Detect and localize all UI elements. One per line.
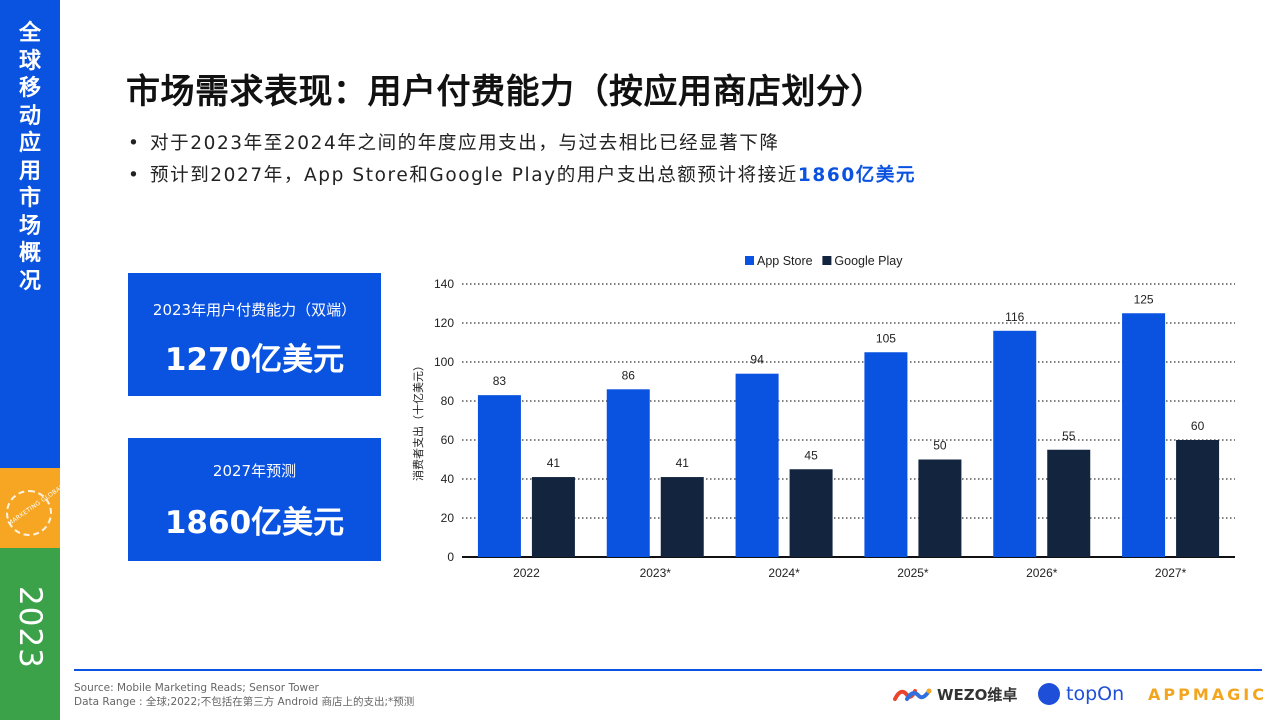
legend-swatch: [745, 256, 754, 265]
sidebar-title: 全球移动应用市场概况: [0, 20, 60, 295]
bar-app-store: [735, 373, 779, 557]
topon-logo-text: topOn: [1066, 683, 1125, 705]
bar-google-play: [789, 469, 833, 557]
bar-app-store: [993, 330, 1037, 557]
bar-app-store: [477, 395, 521, 557]
bar-google-play: [1047, 449, 1091, 557]
bullet-text: 预计到2027年，App Store和Google Play的用户支出总额预计将…: [150, 165, 798, 186]
sidebar-title-char: 球: [18, 48, 41, 74]
sidebar-title-char: 动: [18, 103, 41, 129]
source-text: Source: Mobile Marketing Reads; Sensor T…: [74, 682, 319, 694]
bar-data-label: 125: [1134, 292, 1154, 306]
x-tick-label: 2025*: [897, 566, 929, 580]
bar-data-label: 86: [622, 368, 636, 382]
bar-data-label: 60: [1191, 419, 1205, 433]
bullet-text: 对于2023年至2024年之间的年度应用支出，与过去相比已经显著下降: [150, 133, 780, 154]
page-title: 市场需求表现：用户付费能力（按应用商店划分）: [126, 72, 885, 112]
y-tick-label: 80: [441, 394, 455, 408]
wezo-logo-text: WEZO维卓: [937, 685, 1018, 704]
kpi-card-2023: 2023年用户付费能力（双端） 1270亿美元: [128, 273, 381, 396]
y-tick-label: 20: [441, 511, 455, 525]
bar-chart: 0 20 40 60 80 100 120 140 消费者支出（十亿美元） 83 41 2022 86 4…: [411, 254, 1235, 580]
data-range-text: Data Range : 全球;2022;不包括在第三方 Android 商店上…: [74, 696, 415, 708]
bullet-list: • 对于2023年至2024年之间的年度应用支出，与过去相比已经显著下降 • 预计到…: [128, 128, 916, 192]
bar-app-store: [606, 389, 650, 557]
bullet-item: • 对于2023年至2024年之间的年度应用支出，与过去相比已经显著下降: [128, 128, 916, 160]
sidebar-title-char: 全: [18, 21, 41, 46]
legend-label: App Store: [757, 254, 813, 268]
legend-label: Google Play: [834, 254, 903, 268]
sidebar-title-char: 场: [18, 213, 41, 239]
bar-google-play: [660, 477, 704, 557]
y-tick-label: 40: [441, 472, 455, 486]
bar-data-label: 41: [547, 456, 561, 470]
x-tick-label: 2024*: [768, 566, 800, 580]
kpi-card-2027: 2027年预测 1860亿美元: [128, 438, 381, 561]
y-tick-label: 100: [434, 355, 454, 369]
sidebar-title-char: 市: [18, 186, 41, 211]
bar-google-play: [531, 477, 575, 557]
x-tick-label: 2026*: [1026, 566, 1058, 580]
bar-data-label: 116: [1005, 310, 1024, 324]
bar-app-store: [864, 352, 908, 557]
bar-data-label: 55: [1062, 429, 1076, 443]
kpi-label: 2023年用户付费能力（双端）: [152, 301, 357, 319]
bar-app-store: [1122, 313, 1166, 557]
y-tick-label: 140: [434, 277, 454, 291]
y-tick-label: 0: [447, 550, 454, 564]
bar-data-label: 41: [676, 456, 690, 470]
bar-data-label: 83: [493, 374, 507, 388]
y-tick-label: 120: [434, 316, 454, 330]
footer-divider: [74, 669, 1262, 671]
bar-google-play: [918, 459, 962, 557]
sidebar-year-panel: [0, 548, 60, 720]
topon-logo: topOn: [1038, 680, 1124, 708]
x-tick-label: 2027*: [1155, 566, 1187, 580]
sidebar-title-char: 移: [18, 76, 41, 101]
bullet-dot-icon: •: [128, 165, 141, 186]
topon-mark-icon: [1038, 683, 1060, 705]
y-tick-label: 60: [441, 433, 455, 447]
appmagic-logo: APPMAGIC: [1148, 680, 1267, 708]
bar-data-label: 45: [804, 448, 818, 462]
sidebar-rail: [0, 0, 60, 468]
x-tick-label: 2022: [513, 566, 540, 580]
bar-data-label: 105: [876, 331, 896, 345]
bar-google-play: [1176, 440, 1220, 557]
x-tick-label: 2023*: [640, 566, 672, 580]
appmagic-logo-text: APPMAGIC: [1148, 684, 1267, 704]
sidebar-title-char: 用: [18, 158, 41, 184]
bar-data-label: 50: [933, 439, 947, 453]
badge-ring-icon: [6, 490, 52, 536]
sidebar-year: 2023: [12, 586, 48, 669]
wezo-mark-icon: [893, 688, 932, 701]
y-axis-label: 消费者支出（十亿美元）: [411, 360, 425, 481]
sidebar-title-char: 况: [18, 268, 41, 294]
sidebar-title-char: 概: [18, 241, 41, 266]
sidebar-title-char: 应: [18, 131, 41, 156]
sidebar-badge: MARKETING GLOBAL MOBILE APP ADVERTISING: [0, 433, 137, 548]
footer-source: Source: Mobile Marketing Reads; Sensor T…: [74, 681, 414, 709]
bar-data-label: 94: [750, 353, 764, 367]
legend-swatch: [822, 256, 832, 265]
bullet-item: • 预计到2027年，App Store和Google Play的用户支出总额预计…: [128, 160, 916, 192]
kpi-label: 2027年预测: [212, 462, 297, 480]
kpi-value: 1270亿美元: [164, 342, 345, 378]
wezo-logo: WEZO维卓: [893, 680, 1017, 708]
bullet-dot-icon: •: [128, 133, 141, 154]
kpi-value: 1860亿美元: [164, 505, 345, 541]
bullet-highlight: 1860亿美元: [797, 165, 917, 186]
